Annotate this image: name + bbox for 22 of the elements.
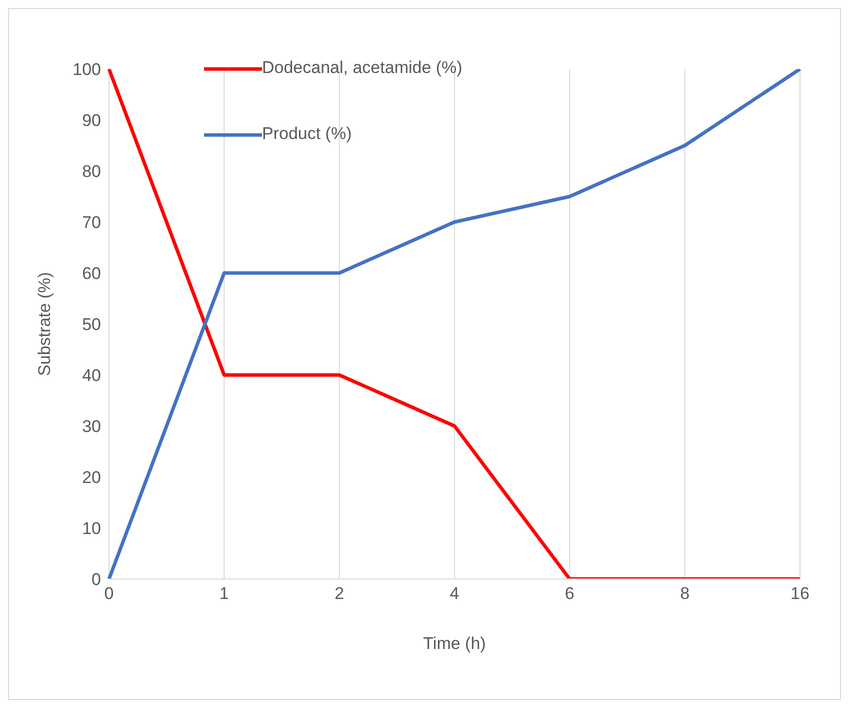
y-tick-label: 80 [82, 162, 101, 182]
x-tick-label: 6 [564, 584, 574, 604]
x-tick-label: 16 [790, 584, 810, 604]
legend-label: Dodecanal, acetamide (%) [262, 57, 464, 79]
y-tick-label: 50 [82, 315, 101, 334]
y-tick-label: 30 [82, 417, 101, 436]
x-axis-title: Time (h) [423, 634, 486, 653]
y-tick-label: 40 [82, 366, 101, 386]
x-tick-label: 0 [104, 584, 114, 604]
y-axis-title: Substrate (%) [35, 272, 54, 376]
y-tick-label: 70 [82, 213, 101, 232]
x-tick-label: 1 [219, 584, 229, 604]
x-tick-label: 8 [680, 584, 690, 604]
y-tick-label: 90 [82, 111, 101, 130]
x-tick-label: 4 [450, 584, 460, 604]
y-tick-label: 60 [82, 264, 101, 284]
y-tick-label: 20 [82, 468, 101, 488]
x-tick-label: 2 [334, 584, 344, 604]
y-tick-label: 0 [92, 570, 101, 590]
legend-label: Product (%) [262, 123, 353, 145]
y-tick-label: 100 [72, 60, 101, 80]
y-tick-label: 10 [82, 519, 101, 538]
